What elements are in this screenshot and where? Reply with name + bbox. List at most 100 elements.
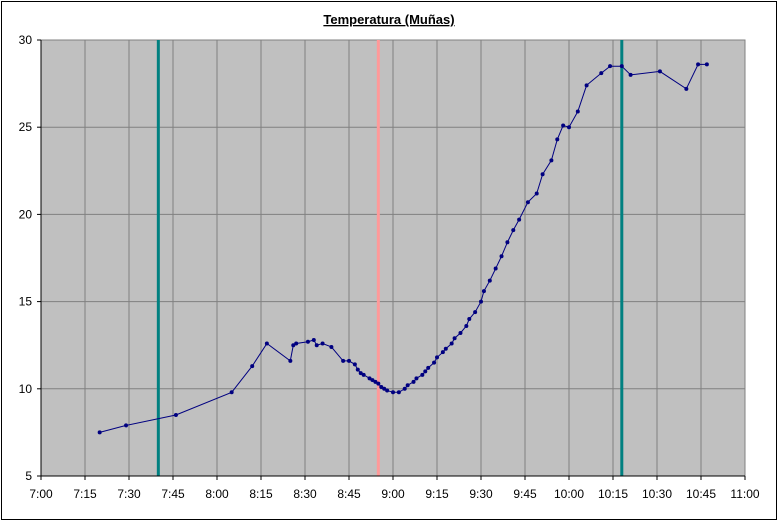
data-point [411, 379, 416, 384]
reference-lines [156, 40, 624, 476]
x-tick-label: 7:15 [73, 487, 97, 501]
x-tick-label: 10:00 [554, 487, 584, 501]
x-tick-label: 7:45 [161, 487, 185, 501]
y-tick-label: 20 [19, 207, 33, 221]
data-point [517, 217, 522, 222]
data-point [435, 355, 439, 360]
data-point [619, 64, 624, 69]
data-point [684, 86, 689, 91]
data-point [355, 367, 360, 372]
data-point [376, 381, 381, 386]
data-point [481, 289, 486, 294]
x-tick-label: 9:00 [381, 487, 405, 501]
y-tick-label: 25 [19, 120, 33, 134]
data-point [575, 109, 580, 114]
data-point [396, 390, 401, 395]
x-tick-label: 10:30 [642, 487, 672, 501]
data-point [426, 365, 431, 370]
data-point [124, 423, 129, 428]
data-point [449, 341, 454, 346]
y-axis-tick-labels: 5 10 15 20 25 30 [19, 33, 33, 483]
data-point [373, 379, 378, 384]
x-tick-label: 8:30 [293, 487, 317, 501]
x-tick-label: 8:00 [205, 487, 229, 501]
x-tick-label: 10:45 [686, 487, 716, 501]
data-point [499, 254, 504, 259]
data-point [534, 191, 539, 196]
data-point [704, 62, 709, 67]
data-point [305, 339, 310, 344]
data-point [367, 376, 372, 381]
data-point [250, 364, 255, 369]
data-point [173, 412, 178, 417]
data-point [657, 69, 662, 74]
x-tick-label: 9:15 [425, 487, 449, 501]
data-point [402, 386, 407, 391]
data-point [97, 430, 102, 435]
y-tick-label: 15 [19, 295, 33, 309]
data-point [479, 299, 483, 304]
data-point [458, 330, 463, 335]
data-point [443, 346, 448, 351]
y-tick-label: 10 [19, 382, 33, 396]
data-point [525, 200, 530, 205]
x-tick-label: 8:15 [249, 487, 273, 501]
chart-title: Temperatura (Muñas) [323, 12, 454, 27]
data-point [229, 390, 234, 395]
data-point [294, 341, 299, 346]
data-point [329, 344, 334, 349]
x-tick-label: 9:30 [469, 487, 493, 501]
data-point [382, 386, 387, 391]
data-point [320, 341, 325, 346]
data-point [452, 336, 457, 341]
data-point [370, 378, 375, 383]
data-point [549, 158, 554, 163]
x-axis-tick-labels: 7:00 7:15 7:30 7:45 8:00 8:15 8:30 8:45 9:00 9:15… [29, 487, 760, 501]
data-point [385, 388, 390, 393]
data-point [420, 372, 425, 377]
data-point [288, 358, 293, 363]
data-point [505, 240, 510, 245]
x-tick-label: 9:45 [513, 487, 537, 501]
data-point [464, 324, 469, 329]
data-point [423, 369, 428, 374]
data-point [599, 71, 604, 76]
data-point [473, 310, 478, 315]
data-point [314, 343, 319, 348]
data-point [567, 125, 571, 130]
x-tick-label: 8:45 [337, 487, 361, 501]
data-point [414, 376, 419, 381]
data-point [696, 62, 701, 67]
data-point [379, 385, 384, 390]
data-point [405, 383, 410, 388]
axes [37, 39, 746, 480]
x-tick-label: 7:00 [29, 487, 53, 501]
y-tick-label: 5 [25, 469, 32, 483]
data-point [440, 350, 445, 355]
x-tick-label: 11:00 [730, 487, 759, 501]
data-point [311, 337, 316, 342]
data-point [352, 362, 357, 367]
data-point [608, 64, 613, 69]
y-tick-label: 30 [19, 33, 33, 47]
data-point [555, 137, 560, 142]
data-point [432, 360, 437, 365]
series-temperature [97, 62, 709, 435]
data-point [391, 390, 395, 395]
data-point [291, 343, 296, 348]
data-point [358, 371, 363, 376]
data-point [628, 72, 633, 77]
data-point [467, 317, 472, 322]
x-tick-label: 7:30 [117, 487, 141, 501]
data-point [361, 372, 366, 377]
data-point [487, 278, 492, 283]
data-point [347, 358, 351, 363]
data-point [341, 358, 346, 363]
data-point [561, 123, 566, 128]
data-point [540, 172, 545, 177]
data-point [264, 341, 269, 346]
data-point [493, 266, 498, 271]
data-point [511, 228, 516, 233]
